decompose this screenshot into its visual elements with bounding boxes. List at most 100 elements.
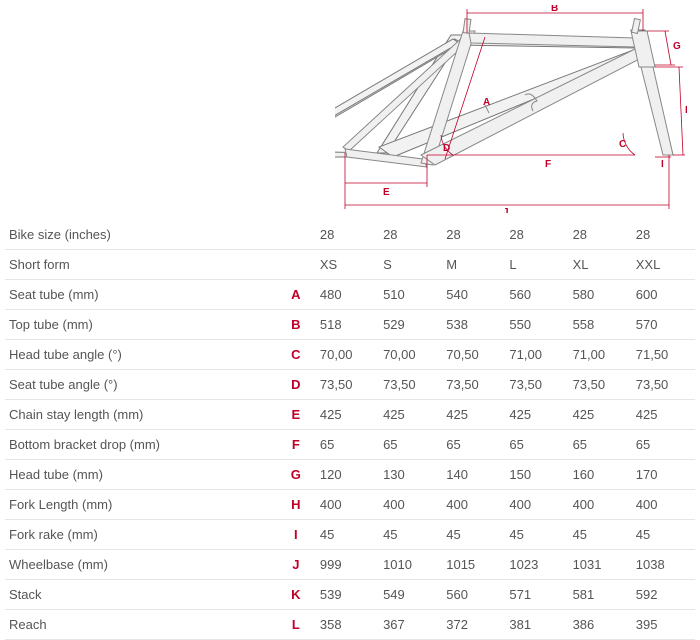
table-row: StackK539549560571581592 [5,580,695,610]
dim-label-F: F [545,159,551,170]
row-letter: E [276,400,316,430]
row-label: Head tube (mm) [5,460,276,490]
row-value: 538 [442,310,505,340]
table-row: Chain stay length (mm)E42542542542542542… [5,400,695,430]
row-label: Fork Length (mm) [5,490,276,520]
row-value: 425 [379,400,442,430]
row-value: XL [569,250,632,280]
table-row: Bike size (inches)282828282828 [5,220,695,250]
row-value: 381 [505,610,568,640]
row-value: L [505,250,568,280]
row-value: 558 [569,310,632,340]
row-label: Bottom bracket drop (mm) [5,430,276,460]
row-letter: C [276,340,316,370]
row-value: 65 [632,430,695,460]
row-value: 480 [316,280,379,310]
row-letter: L [276,610,316,640]
row-value: 539 [316,580,379,610]
row-value: 120 [316,460,379,490]
row-value: 73,50 [569,370,632,400]
row-value: 65 [569,430,632,460]
row-value: 560 [505,280,568,310]
row-label: Fork rake (mm) [5,520,276,550]
row-value: 518 [316,310,379,340]
row-value: 570 [632,310,695,340]
row-value: M [442,250,505,280]
row-value: 65 [442,430,505,460]
row-label: Seat tube angle (°) [5,370,276,400]
row-value: 386 [569,610,632,640]
row-value: 425 [442,400,505,430]
row-value: 400 [379,490,442,520]
table-row: Top tube (mm)B518529538550558570 [5,310,695,340]
row-label: Short form [5,250,276,280]
row-value: 65 [505,430,568,460]
row-label: Stack [5,580,276,610]
row-letter: G [276,460,316,490]
row-value: 400 [316,490,379,520]
row-value: 592 [632,580,695,610]
row-label: Wheelbase (mm) [5,550,276,580]
row-value: 160 [569,460,632,490]
row-value: 358 [316,610,379,640]
row-label: Reach [5,610,276,640]
row-letter: I [276,520,316,550]
dim-label-D: D [443,143,450,154]
dim-label-C: C [619,139,626,150]
row-value: 395 [632,610,695,640]
row-label: Chain stay length (mm) [5,400,276,430]
row-value: 549 [379,580,442,610]
row-value: 580 [569,280,632,310]
row-value: 170 [632,460,695,490]
row-value: S [379,250,442,280]
row-value: 1010 [379,550,442,580]
row-value: 28 [505,220,568,250]
table-row: Short form XSSMLXLXXL [5,250,695,280]
row-letter [276,220,316,250]
row-value: 45 [442,520,505,550]
table-row: Fork Length (mm)H400400400400400400 [5,490,695,520]
row-value: 1015 [442,550,505,580]
row-value: 400 [505,490,568,520]
row-value: 529 [379,310,442,340]
table-row: Head tube angle (°)C70,0070,0070,5071,00… [5,340,695,370]
row-value: XXL [632,250,695,280]
row-value: 73,50 [316,370,379,400]
row-value: 71,50 [632,340,695,370]
row-value: 45 [632,520,695,550]
row-value: 372 [442,610,505,640]
dim-label-E: E [383,187,390,198]
row-value: 400 [569,490,632,520]
row-value: 571 [505,580,568,610]
row-value: 45 [379,520,442,550]
table-row: Seat tube angle (°)D73,5073,5073,5073,50… [5,370,695,400]
row-value: 65 [316,430,379,460]
row-value: 425 [505,400,568,430]
row-value: 600 [632,280,695,310]
geometry-table: Bike size (inches)282828282828Short form… [5,220,695,640]
row-value: XS [316,250,379,280]
row-value: 1038 [632,550,695,580]
row-label: Bike size (inches) [5,220,276,250]
row-value: 28 [632,220,695,250]
table-row: Wheelbase (mm)J99910101015102310311038 [5,550,695,580]
row-letter [276,250,316,280]
row-value: 73,50 [632,370,695,400]
row-value: 130 [379,460,442,490]
row-letter: D [276,370,316,400]
row-letter: F [276,430,316,460]
row-value: 45 [316,520,379,550]
table-row: ReachL358367372381386395 [5,610,695,640]
row-value: 28 [442,220,505,250]
row-value: 400 [442,490,505,520]
row-value: 1023 [505,550,568,580]
dim-label-J: J [503,207,509,213]
row-letter: B [276,310,316,340]
row-label: Seat tube (mm) [5,280,276,310]
row-value: 70,50 [442,340,505,370]
row-label: Head tube angle (°) [5,340,276,370]
row-value: 581 [569,580,632,610]
row-value: 425 [569,400,632,430]
row-value: 28 [569,220,632,250]
dim-label-H: H [685,105,687,116]
